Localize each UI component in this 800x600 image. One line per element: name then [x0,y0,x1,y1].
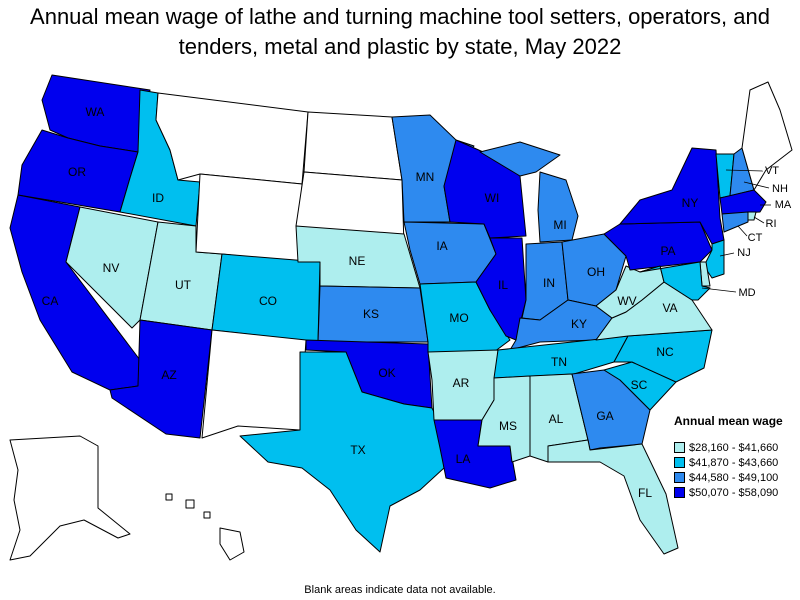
legend-label: $44,580 - $49,100 [689,471,779,484]
state-ny[interactable] [619,147,725,245]
label-il: IL [498,278,508,292]
label-ky: KY [571,317,587,331]
legend: Annual mean wage $28,160 - $41,660 $41,8… [674,414,800,500]
label-ut: UT [175,278,192,292]
label-nv: NV [103,261,120,275]
legend-item: $41,870 - $43,660 [674,455,800,470]
label-wi: WI [485,191,500,205]
legend-item: $50,070 - $58,090 [674,485,800,500]
legend-title: Annual mean wage [674,414,783,428]
state-il[interactable] [475,237,527,341]
label-tx: TX [350,443,365,457]
label-ga: GA [596,409,613,423]
label-tn: TN [551,355,567,369]
state-ma[interactable] [719,189,767,215]
label-nh: NH [772,183,788,195]
legend-swatch [674,442,685,453]
state-ct[interactable] [721,211,749,233]
state-nv[interactable] [65,206,159,329]
legend-label: $41,870 - $43,660 [689,456,779,469]
label-vt: VT [765,165,779,177]
legend-swatch [674,487,685,498]
leader-nj [719,252,735,257]
label-mi: MI [553,218,566,232]
label-ok: OK [378,366,395,380]
state-labels-layer: WA OR CA ID NV UT AZ CO NE KS OK TX MN I… [42,105,792,500]
state-fl[interactable] [547,439,679,555]
label-az: AZ [161,368,176,382]
state-wy[interactable] [195,173,303,263]
footnote: Blank areas indicate data not available. [304,584,496,596]
state-nd[interactable] [303,111,403,181]
label-va: VA [662,301,677,315]
label-ne: NE [349,254,366,268]
state-me[interactable] [741,81,793,191]
label-md: MD [738,287,755,299]
label-la: LA [456,452,471,466]
label-ny: NY [682,196,699,210]
legend-swatch [674,457,685,468]
label-ms: MS [499,419,517,433]
label-ar: AR [453,376,470,390]
state-ak[interactable] [9,435,131,561]
leader-vt [725,169,764,172]
label-fl: FL [638,486,652,500]
label-ri: RI [766,218,777,230]
leader-nh [743,181,770,189]
state-ri[interactable] [747,211,757,221]
label-in: IN [543,276,555,290]
legend-label: $50,070 - $58,090 [689,486,779,499]
map-title: Annual mean wage of lathe and turning ma… [30,4,770,59]
label-or: OR [68,165,86,179]
label-ca: CA [42,294,59,308]
legend-label: $28,160 - $41,660 [689,441,779,454]
label-wa: WA [86,105,105,119]
leader-ct [737,225,748,237]
state-nj[interactable] [703,239,725,279]
label-al: AL [549,412,564,426]
label-mn: MN [416,170,435,184]
legend-item: $44,580 - $49,100 [674,470,800,485]
label-id: ID [152,191,164,205]
label-ia: IA [436,239,447,253]
label-mo: MO [449,311,468,325]
label-pa: PA [660,244,675,258]
label-ct: CT [748,232,763,244]
label-ma: MA [775,199,792,211]
states-layer [9,74,793,561]
state-tx[interactable] [239,351,445,553]
state-hi[interactable] [165,493,245,561]
label-nj: NJ [737,247,750,259]
legend-item: $28,160 - $41,660 [674,440,800,455]
label-wv: WV [617,294,636,308]
leader-ri [753,216,765,224]
legend-swatch [674,472,685,483]
state-md[interactable] [639,261,711,301]
label-oh: OH [587,265,605,279]
state-nm[interactable] [201,329,307,439]
label-sc: SC [631,378,648,392]
label-co: CO [259,294,277,308]
label-nc: NC [656,345,674,359]
label-ks: KS [363,307,379,321]
state-mt[interactable] [155,92,309,185]
leader-md [701,287,737,293]
